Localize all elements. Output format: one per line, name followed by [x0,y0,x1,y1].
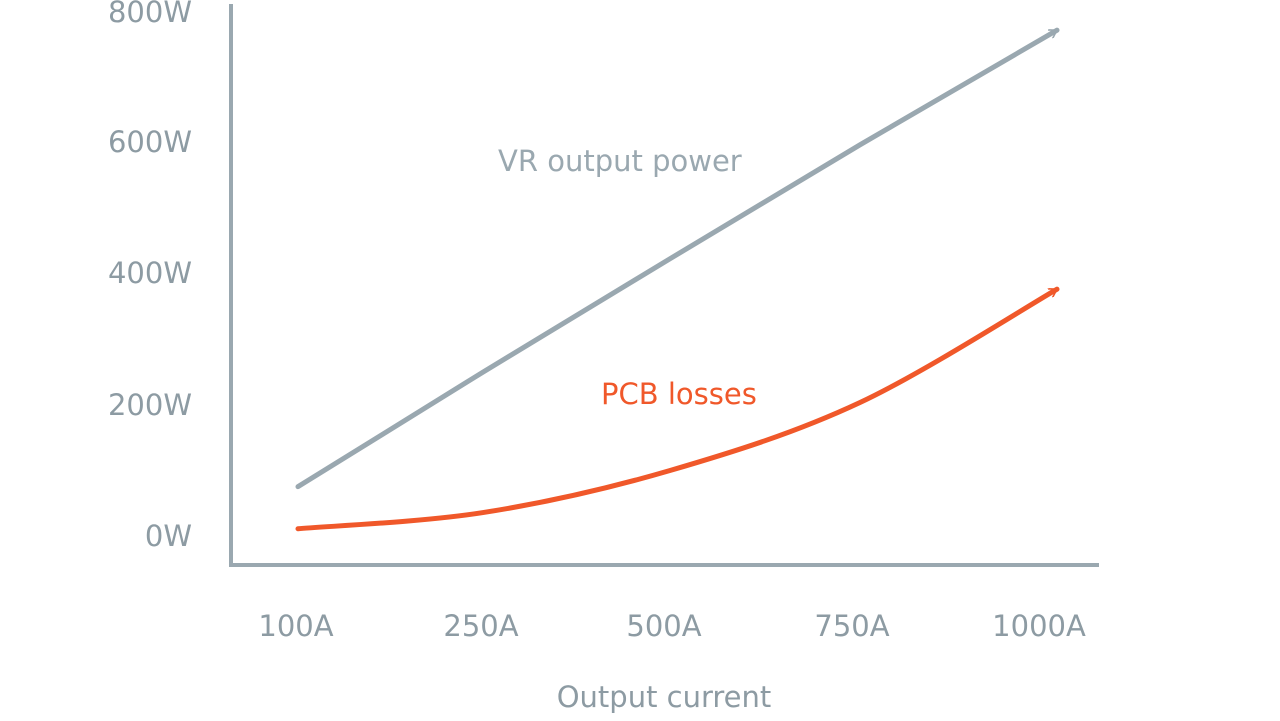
series-line-pcb-losses [295,286,1060,532]
series-label-vr-output-power: VR output power [498,144,742,178]
x-tick-label: 750A [814,609,889,643]
y-tick-label: 800W [108,0,192,29]
x-tick-labels: 100A 250A 500A 750A 1000A [258,609,1086,643]
y-tick-label: 0W [145,519,192,553]
series-label-pcb-losses: PCB losses [601,377,757,411]
y-tick-labels: 0W 200W 400W 600W 800W [108,0,192,553]
y-tick-label: 600W [108,125,192,159]
series-line-vr-output-power [295,27,1060,490]
x-axis-title: Output current [557,680,772,714]
x-tick-label: 100A [258,609,333,643]
x-tick-label: 500A [626,609,701,643]
y-tick-label: 400W [108,256,192,290]
x-tick-label: 1000A [992,609,1086,643]
x-tick-label: 250A [443,609,518,643]
y-tick-label: 200W [108,388,192,422]
